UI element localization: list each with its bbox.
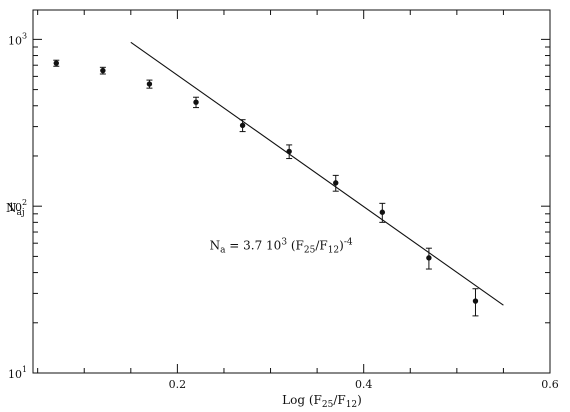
x-tick-label: 0.6 <box>541 378 559 391</box>
data-point <box>472 288 479 317</box>
data-point <box>146 79 153 89</box>
plot-frame <box>32 9 551 374</box>
data-point <box>425 247 432 270</box>
data-point <box>286 144 293 160</box>
data-point <box>99 66 106 75</box>
point-marker <box>472 298 479 304</box>
point-marker <box>193 99 199 105</box>
y-tick-label: 102 <box>8 198 27 214</box>
point-marker <box>333 180 339 186</box>
point-marker <box>426 255 432 261</box>
data-point <box>53 59 60 67</box>
point-marker <box>379 209 386 215</box>
point-marker <box>146 81 153 87</box>
data-point <box>379 202 386 223</box>
data-point <box>332 174 339 192</box>
y-tick-label: 103 <box>8 31 27 47</box>
data-point <box>193 96 200 109</box>
fit-line <box>130 41 504 306</box>
x-tick-label: 0.4 <box>355 378 373 391</box>
y-tick-labels: 101 102 103 <box>8 31 27 381</box>
point-marker <box>100 67 106 74</box>
y-tick-label: 101 <box>8 365 27 381</box>
x-axis-label: Log (F25/F12) <box>282 393 362 410</box>
data-points <box>53 59 479 317</box>
axis-ticks <box>33 10 551 374</box>
point-marker <box>53 60 59 66</box>
point-marker <box>286 148 292 155</box>
fit-equation: Na = 3.7 103 (F25/F12)-4 <box>210 238 353 256</box>
x-tick-labels: 0.2 0.4 0.6 <box>169 378 559 391</box>
y-axis-label: Naj <box>6 201 25 218</box>
data-point <box>239 119 246 133</box>
x-tick-label: 0.2 <box>169 378 187 391</box>
point-marker <box>239 122 246 129</box>
